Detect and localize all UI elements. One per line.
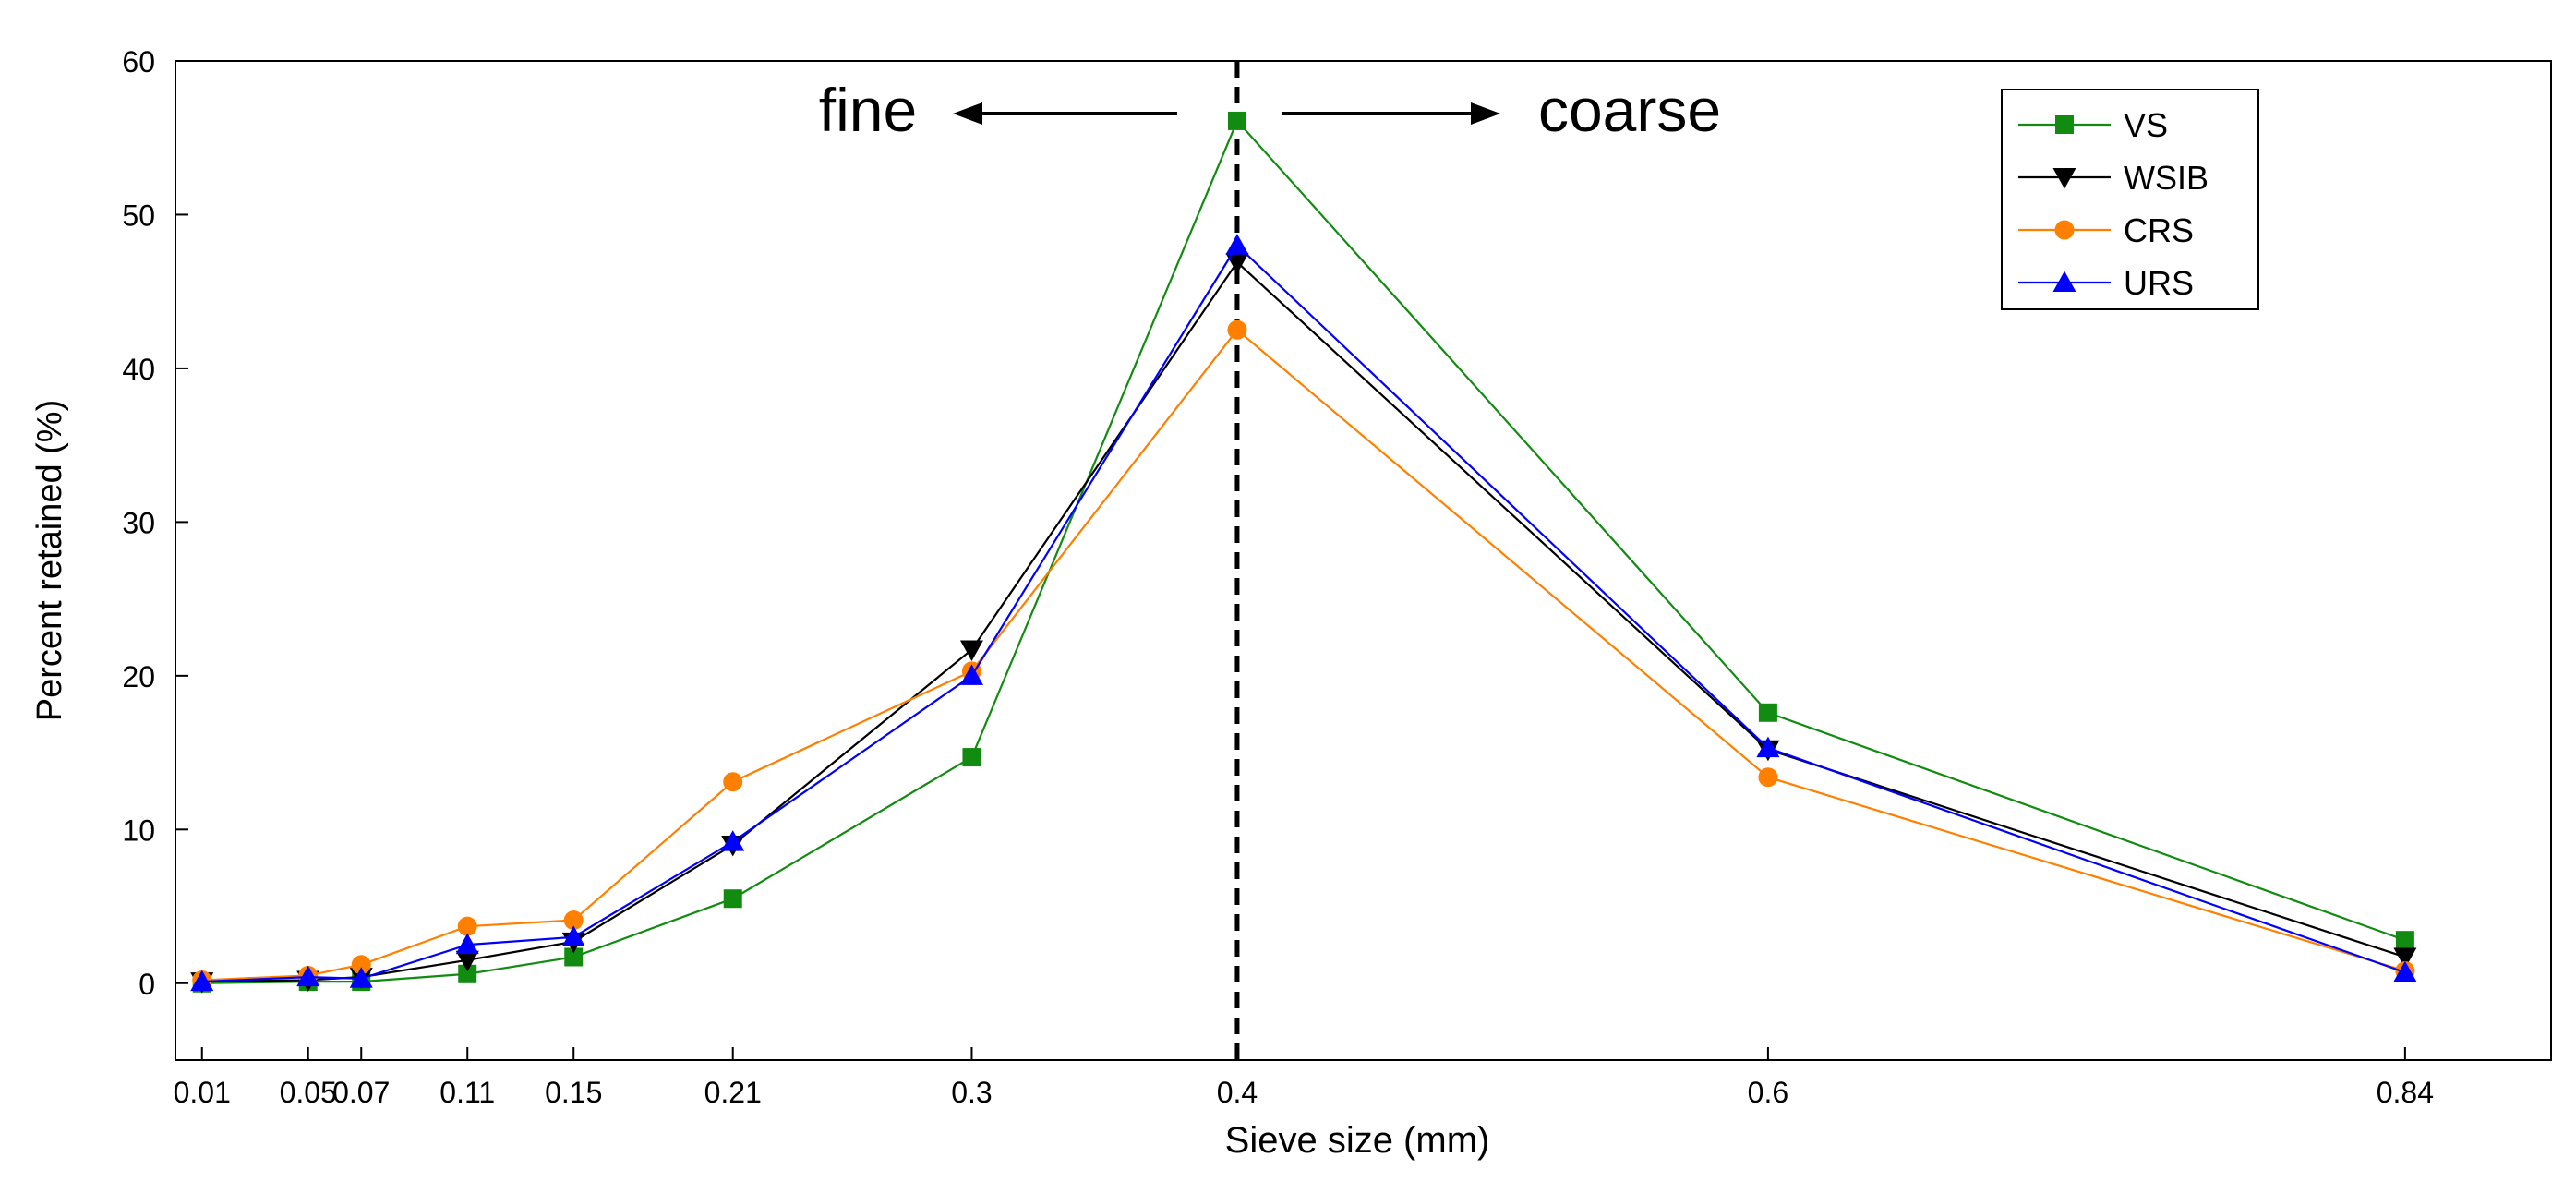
legend-label: WSIB	[2124, 159, 2209, 197]
legend-label: URS	[2124, 264, 2194, 302]
y-axis-title: Percent retained (%)	[30, 400, 69, 722]
legend-label: VS	[2124, 106, 2168, 144]
x-tick-label: 0.21	[704, 1076, 762, 1109]
data-point-crs	[457, 916, 477, 936]
plot-frame	[175, 60, 2552, 1061]
y-tick-label: 40	[122, 353, 155, 386]
y-tick-label: 60	[122, 45, 155, 78]
data-point-urs	[296, 965, 320, 987]
legend-entry-urs: URS	[2018, 264, 2194, 302]
data-point-vs	[723, 889, 742, 909]
legend-box	[2001, 89, 2259, 310]
series-urs	[190, 234, 2417, 992]
data-point-urs	[721, 830, 745, 851]
legend-marker	[2055, 115, 2074, 134]
series-line-urs	[201, 244, 2406, 983]
data-point-crs	[723, 772, 743, 792]
series-line-crs	[201, 328, 2406, 982]
data-point-vs	[564, 947, 584, 967]
y-axis: 0 10 20 30 40 50 60	[122, 45, 188, 1001]
y-tick-label: 20	[122, 660, 155, 693]
coarse-arrow	[1282, 102, 1500, 125]
data-point-vs	[458, 964, 477, 983]
legend-entry-crs: CRS	[2018, 211, 2194, 249]
fine-arrow	[953, 102, 1177, 125]
x-tick-label: 0.3	[951, 1076, 992, 1109]
x-tick-label: 0.11	[439, 1076, 495, 1109]
data-point-wsib	[2393, 947, 2417, 969]
data-point-crs	[1227, 319, 1247, 340]
series-line-wsib	[201, 260, 2406, 983]
series-crs	[192, 319, 2415, 990]
data-point-vs	[1227, 111, 1246, 130]
legend-marker	[2052, 271, 2076, 292]
x-tick-label: 0.15	[545, 1076, 602, 1109]
data-point-urs	[455, 933, 479, 955]
fine-label: fine	[819, 76, 917, 144]
legend-entries: VS WSIB CRS URS	[2018, 106, 2209, 302]
y-tick-label: 10	[122, 813, 155, 847]
data-point-vs	[962, 748, 981, 767]
x-axis: 0.01 0.050.07 0.11 0.15 0.21 0.3 0.4 0.6 0.84	[174, 1047, 2434, 1109]
data-point-crs	[1758, 767, 1778, 788]
legend-marker	[2052, 168, 2076, 189]
data-point-urs	[959, 664, 983, 685]
data-point-crs	[563, 910, 584, 931]
data-point-urs	[349, 967, 373, 988]
x-tick-label: 0.01	[174, 1076, 231, 1109]
coarse-label: coarse	[1538, 76, 1721, 144]
data-point-urs	[1756, 736, 1780, 758]
data-point-urs	[561, 925, 585, 946]
legend-label: CRS	[2124, 211, 2194, 249]
series-line-vs	[201, 118, 2406, 984]
x-tick-label: 0.6	[1748, 1076, 1788, 1109]
series-wsib	[190, 253, 2417, 994]
legend-entry-wsib: WSIB	[2018, 159, 2209, 197]
legend: VS WSIB CRS URS	[2001, 89, 2259, 310]
y-tick-label: 0	[138, 968, 155, 1001]
y-tick-label: 50	[122, 199, 155, 232]
y-tick-label: 30	[122, 506, 155, 539]
data-point-vs	[2395, 931, 2414, 950]
x-tick-label: 0.07	[332, 1076, 390, 1109]
data-point-wsib	[455, 950, 479, 972]
x-tick-label: 0.05	[280, 1076, 337, 1109]
x-tick-label: 0.4	[1217, 1076, 1258, 1109]
data-point-crs	[351, 955, 371, 975]
x-axis-title: Sieve size (mm)	[1225, 1120, 1490, 1161]
data-point-wsib	[959, 640, 983, 662]
legend-entry-vs: VS	[2018, 106, 2168, 144]
legend-marker	[2054, 220, 2075, 240]
x-tick-label: 0.84	[2377, 1076, 2434, 1109]
data-point-urs	[190, 970, 214, 992]
data-point-urs	[1225, 234, 1249, 255]
data-point-wsib	[1225, 253, 1249, 274]
data-point-urs	[2393, 960, 2417, 982]
series-layer	[190, 111, 2417, 994]
data-point-vs	[1758, 703, 1777, 722]
